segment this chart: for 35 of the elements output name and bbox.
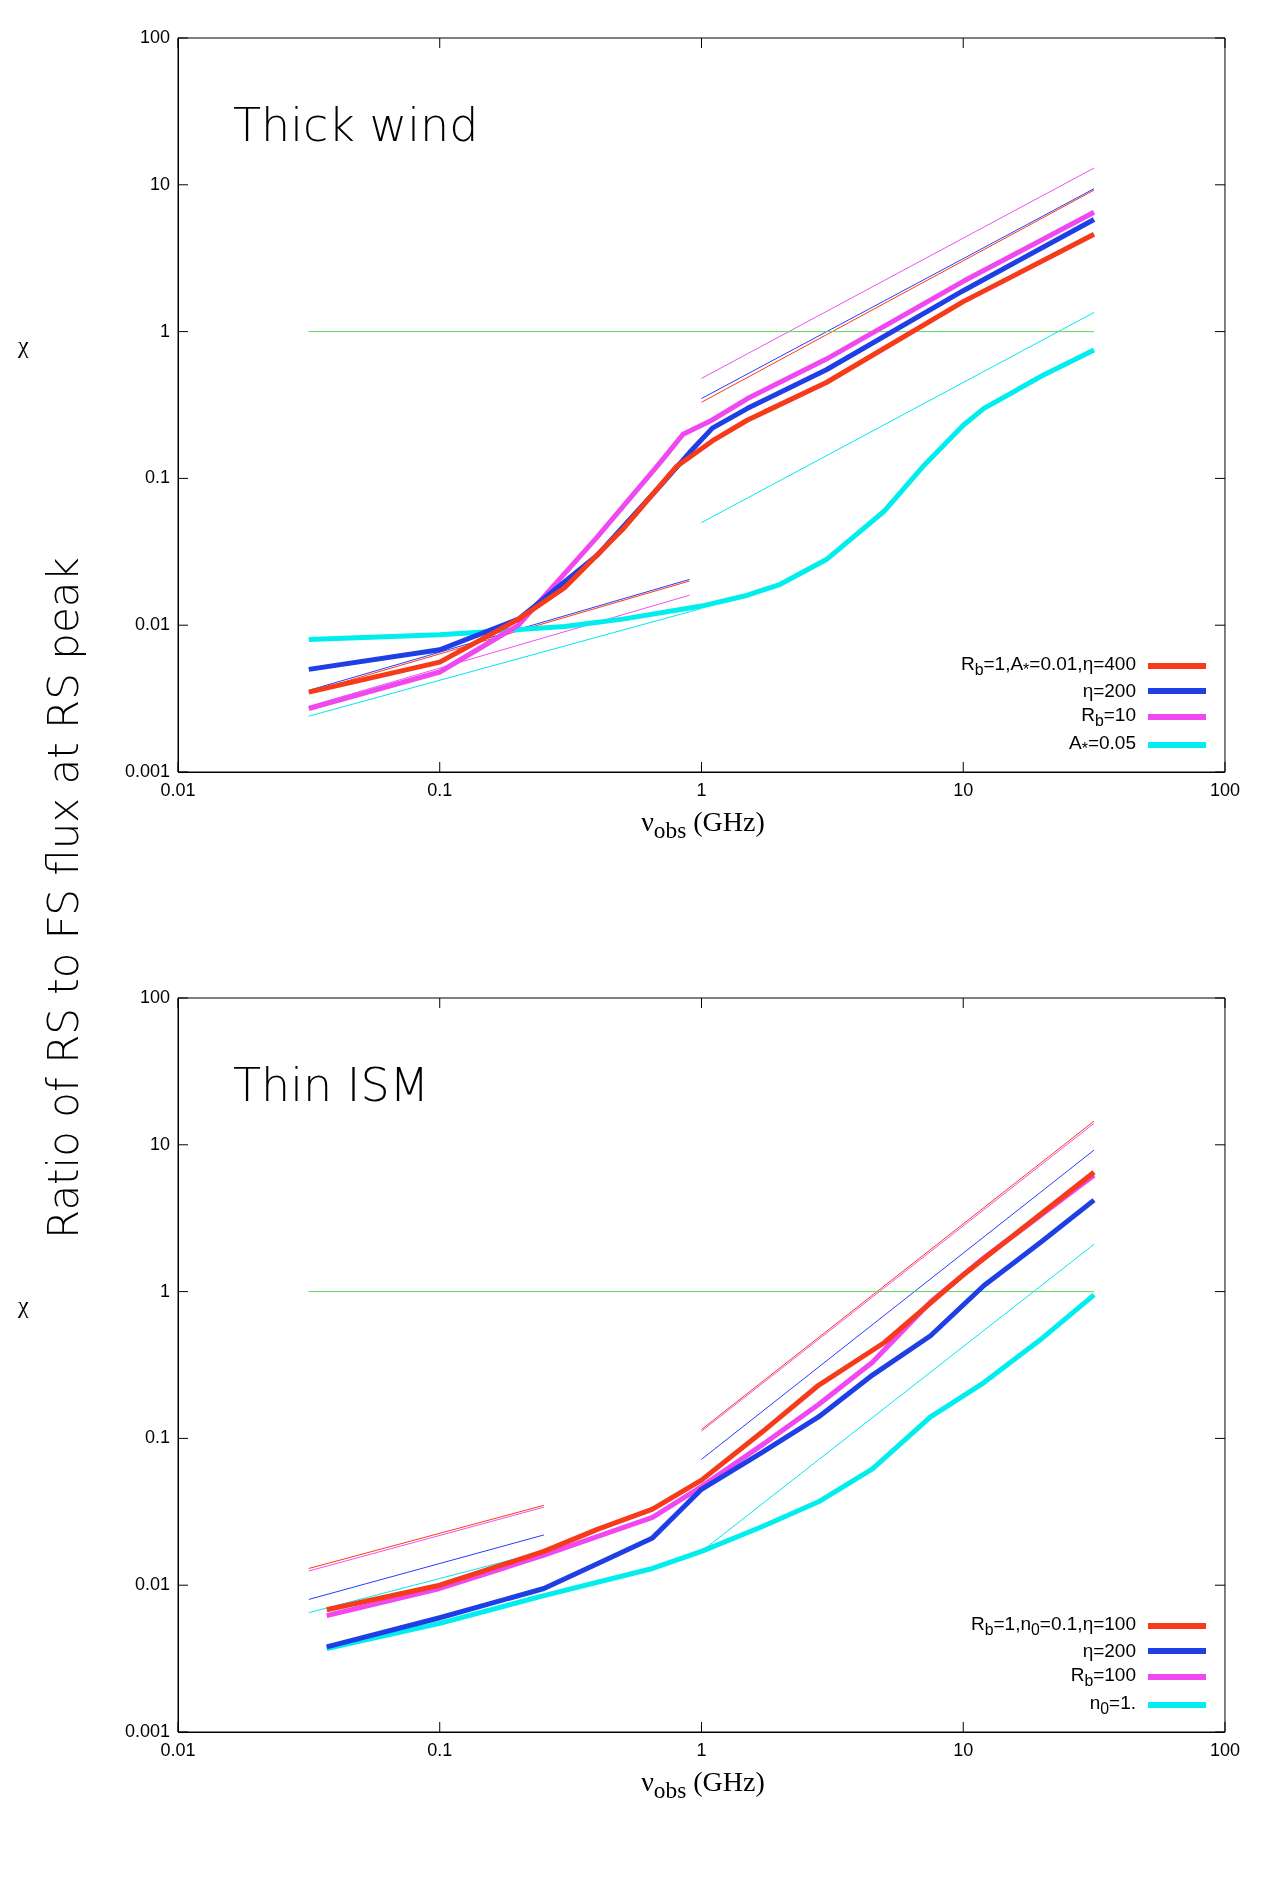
x-tick-label: 0.1 [427,779,453,800]
y-axis-title: χ [18,1291,29,1319]
legend-label: R$_{b}$=100 [1070,1664,1136,1691]
y-tick-label: 100 [139,986,170,1007]
y-tick-label: 0.1 [144,1427,170,1448]
x-tick-label: 10 [953,779,974,800]
x-tick-label: 0.1 [427,1739,453,1760]
y-tick-label: 10 [149,1133,170,1154]
y-tick-label: 100 [139,26,170,47]
y-tick-label: 0.1 [144,467,170,488]
y-tick-label: 1 [159,1280,170,1301]
x-tick-label: 1 [696,779,707,800]
y-axis-title: χ [18,331,29,359]
y-tick-label: 0.001 [124,760,170,781]
text: Thin ISM [233,1058,430,1112]
x-tick-label: 10 [953,1739,974,1760]
legend-label: A$_{*}$=0.05 [1069,732,1136,758]
x-tick-label: 100 [1209,1739,1241,1760]
legend-label: n$_{0}$=1. [1089,1692,1136,1718]
legend-label: R$_{b}$=1,n$_{0}$=0.1,η=100 [970,1612,1136,1639]
y-tick-label: 10 [149,173,170,194]
y-tick-label: 0.01 [134,614,170,635]
x-tick-label: 1 [696,1739,707,1760]
x-axis-title: ν$_{obs}$ (GHz) [640,1766,766,1804]
x-tick-label: 100 [1209,779,1241,800]
legend-label: R$_{b}$=10 [1081,704,1136,731]
x-axis-title: ν$_{obs}$ (GHz) [640,806,766,844]
legend-label: R$_{b}$=1,A$_{*}$=0.01,η=400 [960,652,1136,679]
y-tick-label: 0.01 [134,1574,170,1595]
text: Ratio of RS to FS flux at RS peak [38,557,88,1239]
y-tick-label: 0.001 [124,1720,170,1741]
text: Thick wind [233,98,479,152]
legend-label: η=200 [1082,1640,1136,1663]
legend-label: η=200 [1082,680,1136,703]
y-tick-label: 1 [159,320,170,341]
